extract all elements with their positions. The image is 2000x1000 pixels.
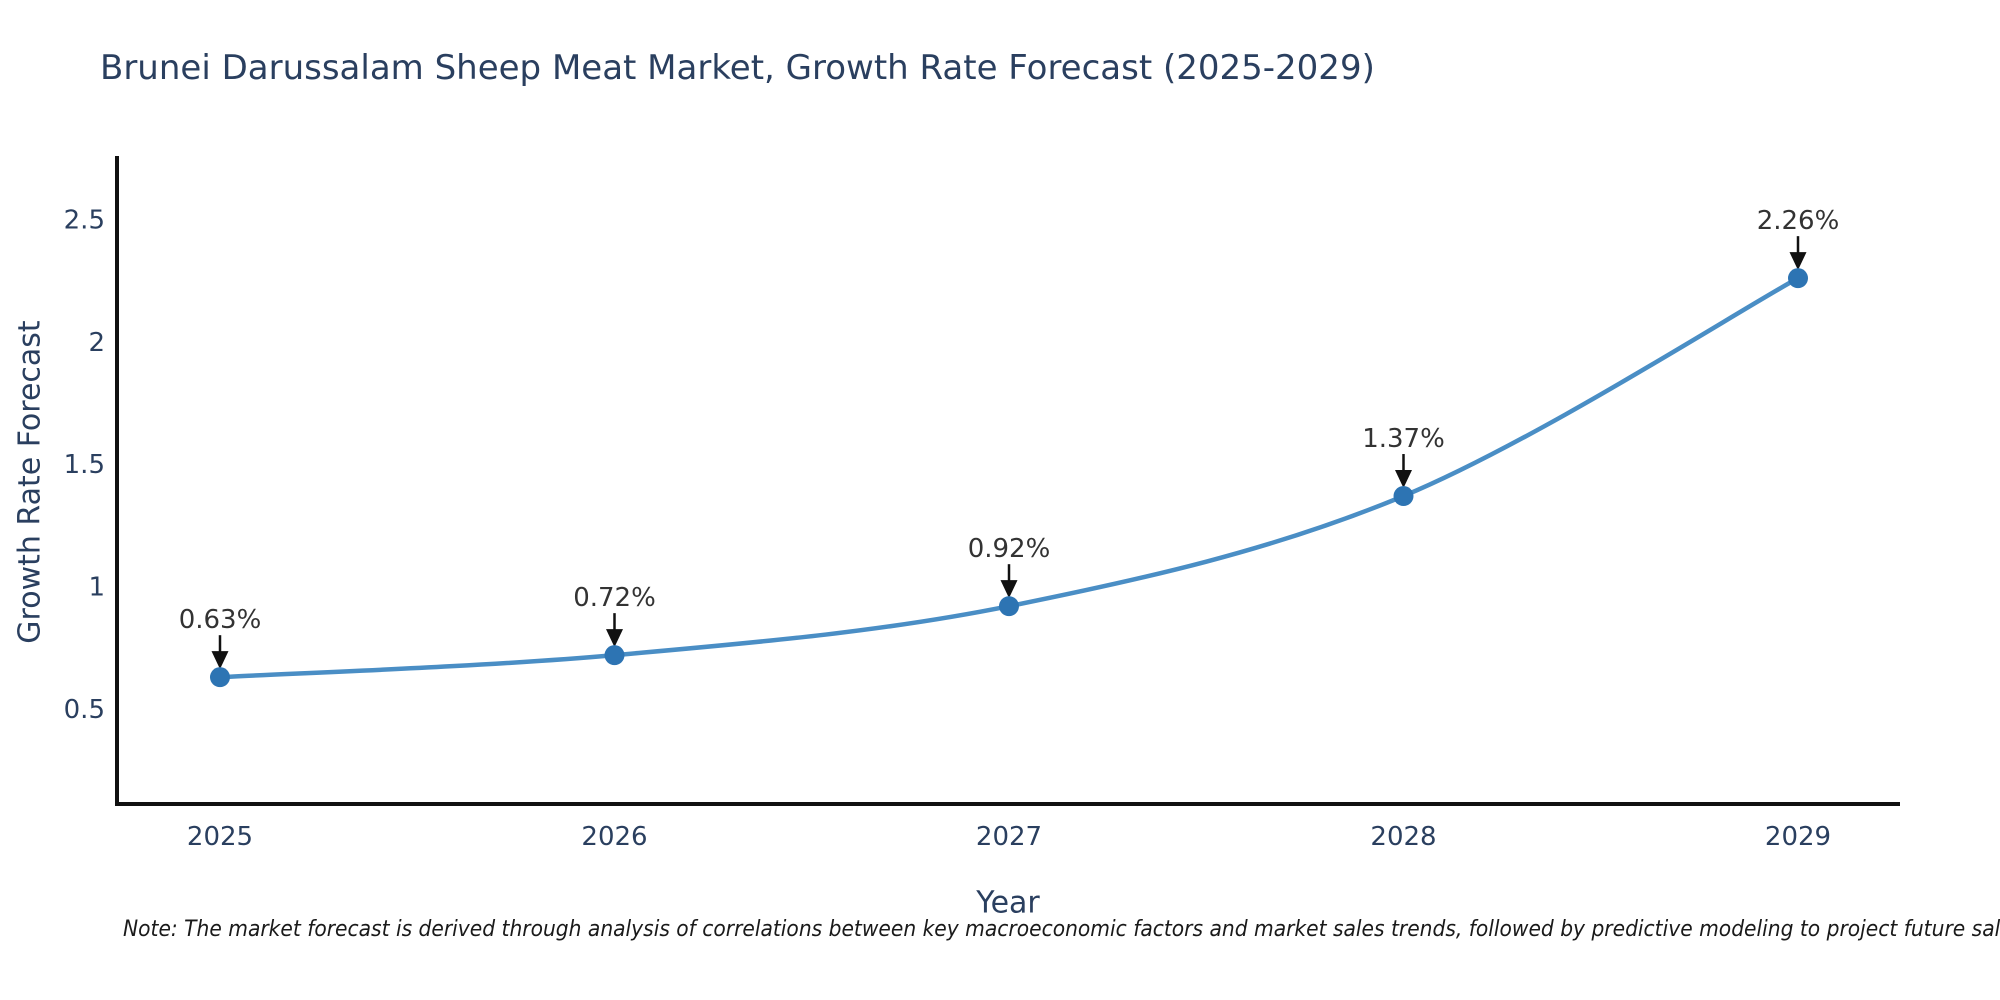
x-tick-label: 2029 xyxy=(1765,822,1831,852)
x-tick-label: 2027 xyxy=(976,822,1042,852)
data-point-label: 1.37% xyxy=(1362,424,1445,454)
annotation-arrow-head xyxy=(606,629,623,648)
y-tick-label: 2.5 xyxy=(64,205,105,235)
chart-title: Brunei Darussalam Sheep Meat Market, Gro… xyxy=(100,48,1375,88)
annotation-arrow-head xyxy=(1789,252,1807,271)
data-point-label: 0.63% xyxy=(179,605,262,635)
x-axis-title: Year xyxy=(976,885,1040,921)
data-point-label: 0.72% xyxy=(573,583,656,613)
footnote: Note: The market forecast is derived thr… xyxy=(123,917,2000,942)
y-tick-label: 0.5 xyxy=(64,695,105,725)
data-point-marker xyxy=(999,596,1019,617)
data-point-marker xyxy=(1393,486,1414,507)
data-point-marker xyxy=(1788,268,1808,289)
y-tick-label: 1.5 xyxy=(64,450,105,480)
x-tick-label: 2026 xyxy=(581,822,647,852)
data-point-label: 2.26% xyxy=(1757,206,1840,236)
trend-line xyxy=(217,275,1801,680)
x-tick-label: 2028 xyxy=(1370,822,1436,852)
data-point-marker xyxy=(210,667,230,688)
annotation-arrow-head xyxy=(211,651,229,670)
y-tick-label: 2 xyxy=(88,328,105,358)
data-point-marker xyxy=(604,645,625,666)
x-tick-label: 2025 xyxy=(187,822,253,852)
data-point-label: 0.92% xyxy=(968,534,1051,564)
y-tick-label: 1 xyxy=(88,573,105,603)
annotation-arrow-head xyxy=(1000,580,1018,599)
annotation-arrow-head xyxy=(1395,470,1412,489)
